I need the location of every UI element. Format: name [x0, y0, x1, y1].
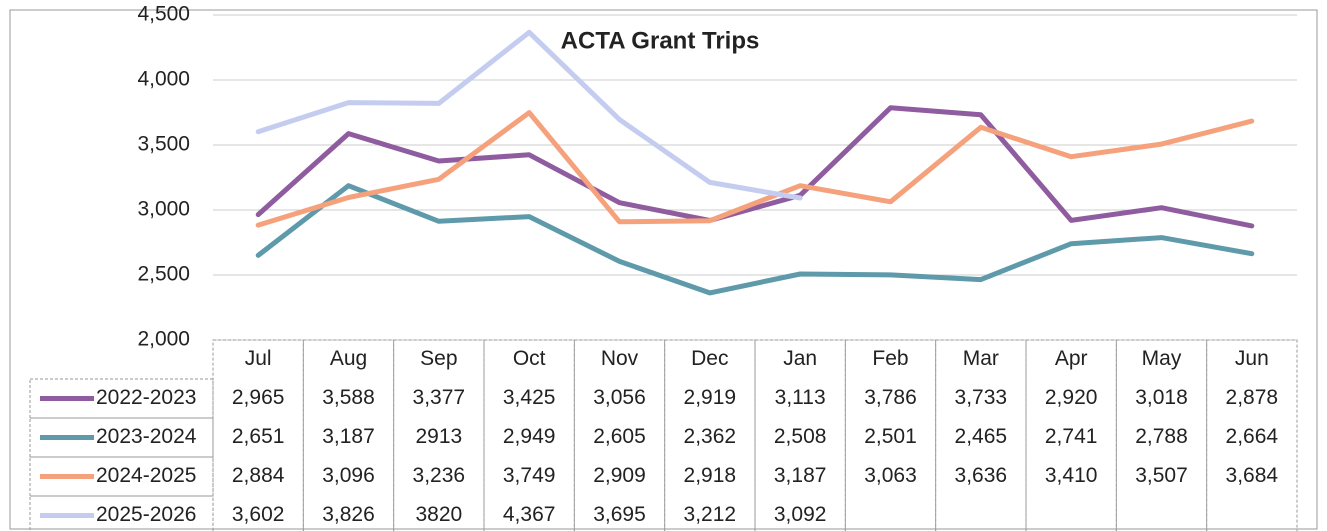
table-value: 2,741: [1045, 425, 1098, 448]
table-value: 2,918: [684, 464, 737, 487]
x-tick-label: Jul: [245, 347, 272, 370]
table-value: 2,920: [1045, 386, 1098, 409]
y-tick-label: 2,000: [137, 328, 190, 351]
x-tick-label: Dec: [691, 347, 728, 370]
x-tick-label: Sep: [420, 347, 457, 370]
legend-label: 2022-2023: [96, 386, 196, 409]
x-tick-label: Aug: [330, 347, 367, 370]
y-tick-label: 4,000: [137, 68, 190, 91]
table-value: 3,056: [593, 386, 646, 409]
x-tick-label: Feb: [872, 347, 908, 370]
x-tick-label: Nov: [601, 347, 639, 370]
table-row: [29, 456, 214, 497]
table-value: 3,588: [322, 386, 375, 409]
table-value: 3,826: [322, 503, 375, 526]
chart-frame: [9, 9, 1318, 530]
table-value: 3,733: [955, 386, 1008, 409]
chart-title: ACTA Grant Trips: [561, 27, 760, 54]
table-value: 2,651: [232, 425, 285, 448]
table-cell: [844, 339, 937, 531]
table-value: 3,092: [774, 503, 827, 526]
table-cell: [1025, 339, 1117, 531]
table-value: 2,664: [1226, 425, 1279, 448]
series-line: [255, 110, 1255, 228]
table-value: 3,749: [503, 464, 556, 487]
table-cell: [935, 339, 1027, 531]
table-cell: [664, 339, 756, 531]
table-cell: [754, 339, 846, 531]
series-line: [255, 183, 1255, 296]
x-tick-label: Apr: [1055, 347, 1088, 370]
y-tick-label: 3,500: [137, 133, 190, 156]
table-value: 2,909: [593, 464, 646, 487]
table-value: 4,367: [503, 503, 556, 526]
series-line: [255, 29, 803, 201]
table-row: [29, 495, 214, 531]
table-value: 3,113: [775, 386, 826, 409]
x-tick-label: Jun: [1235, 347, 1269, 370]
table-value: 3,410: [1045, 464, 1098, 487]
table-value: 3,786: [864, 386, 917, 409]
x-tick-label: May: [1142, 347, 1182, 370]
table-cell: [1115, 339, 1208, 531]
table-cell: [393, 339, 485, 531]
table-cell: [212, 339, 304, 531]
table-value: 2,965: [232, 386, 285, 409]
table-cell: [573, 339, 666, 531]
table-value: 3,187: [774, 464, 827, 487]
legend-label: 2025-2026: [96, 503, 196, 526]
y-tick-label: 2,500: [137, 263, 190, 286]
table-value: 2,501: [864, 425, 917, 448]
table-cell: [483, 339, 575, 531]
table-cell: [302, 339, 395, 531]
table-value: 3,507: [1135, 464, 1188, 487]
table-value: 3,695: [593, 503, 646, 526]
table-value: 2,362: [684, 425, 737, 448]
table-row: [29, 417, 214, 458]
x-tick-label: Mar: [963, 347, 999, 370]
table-value: 3,636: [955, 464, 1008, 487]
table-value: 3,018: [1135, 386, 1188, 409]
table-value: 3,236: [413, 464, 466, 487]
x-tick-label: Jan: [783, 347, 817, 370]
table-value: 2913: [415, 425, 462, 448]
legend-label: 2024-2025: [96, 464, 196, 487]
table-value: 3,684: [1226, 464, 1279, 487]
table-value: 3,063: [864, 464, 917, 487]
table-value: 3,377: [413, 386, 466, 409]
table-value: 2,605: [593, 425, 646, 448]
table-value: 2,465: [955, 425, 1008, 448]
table-value: 2,884: [232, 464, 285, 487]
table-value: 2,919: [684, 386, 737, 409]
table-cell: [1206, 339, 1298, 531]
table-value: 3,187: [322, 425, 375, 448]
table-value: 2,788: [1135, 425, 1188, 448]
x-tick-label: Oct: [513, 347, 546, 370]
table-value: 3,425: [503, 386, 556, 409]
table-value: 2,878: [1226, 386, 1279, 409]
table-value: 3,212: [684, 503, 737, 526]
legend-label: 2023-2024: [96, 425, 197, 448]
y-tick-label: 3,000: [137, 198, 190, 221]
table-value: 3820: [415, 503, 462, 526]
series-line: [255, 105, 1255, 229]
table-value: 3,602: [232, 503, 285, 526]
table-value: 3,096: [322, 464, 375, 487]
table-row: [29, 378, 214, 419]
y-tick-label: 4,500: [137, 3, 190, 26]
table-value: 2,508: [774, 425, 827, 448]
table-value: 2,949: [503, 425, 556, 448]
